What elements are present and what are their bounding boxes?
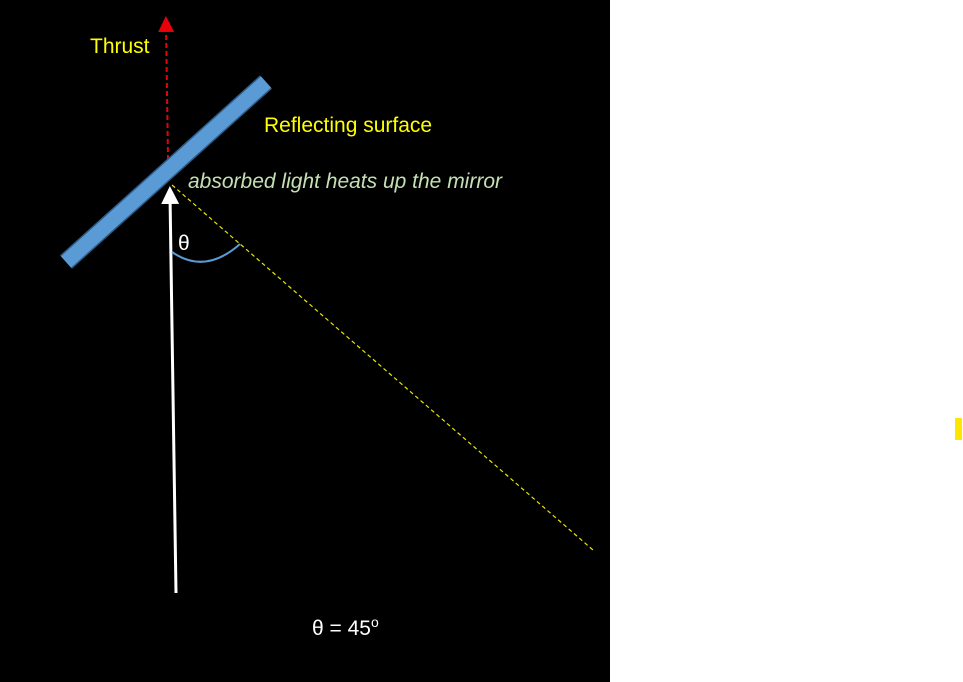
background: [0, 0, 610, 682]
surface-label: Reflecting surface: [264, 114, 432, 137]
light-ray: [161, 186, 180, 594]
angle-label: θ: [178, 232, 190, 255]
mirror: [60, 76, 272, 268]
equation: θ = 45o: [312, 614, 379, 640]
thrust-label: Thrust: [90, 35, 150, 58]
normal-line: [171, 184, 594, 551]
equation-superscript: o: [371, 614, 379, 630]
angle-arc: [171, 243, 241, 263]
equation-text: θ = 45: [312, 617, 371, 640]
yellow-mark: [955, 418, 962, 440]
thrust-arrow: [158, 16, 175, 161]
absorbed-label: absorbed light heats up the mirror: [188, 170, 503, 193]
